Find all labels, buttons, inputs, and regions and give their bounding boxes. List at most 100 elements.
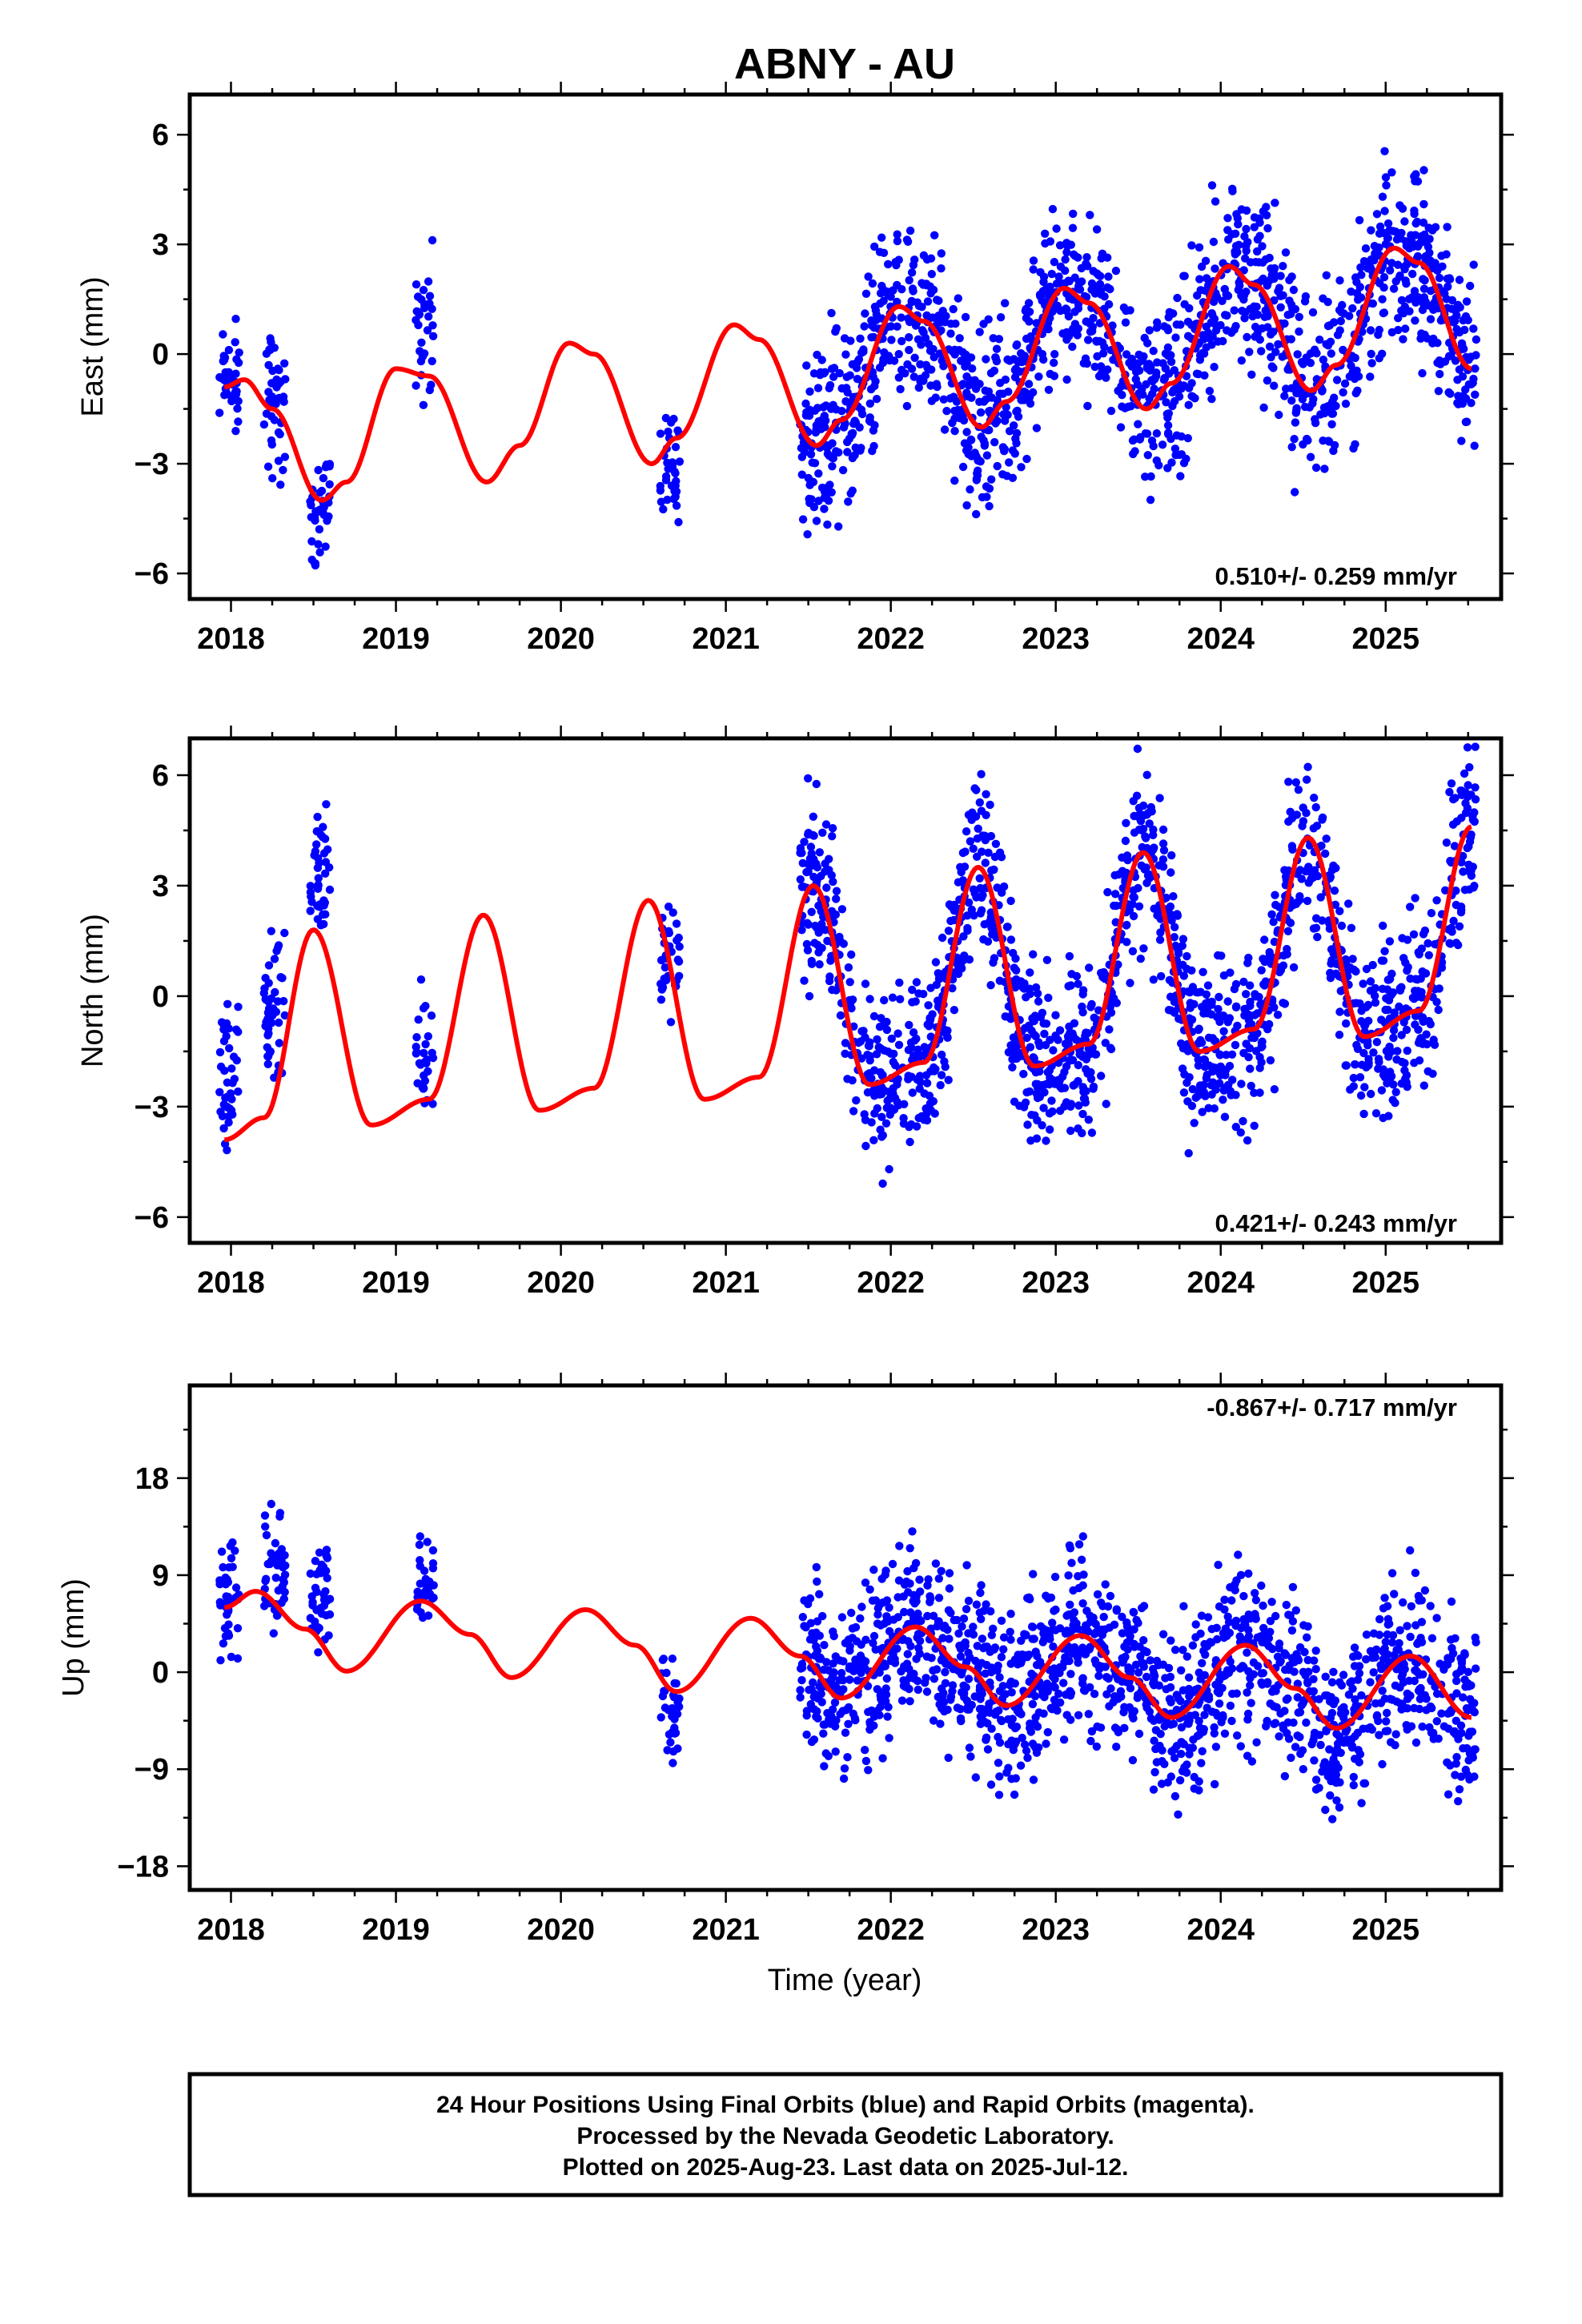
east-point <box>1459 392 1468 400</box>
east-point <box>1195 275 1204 283</box>
east-point <box>1471 364 1480 373</box>
up-point <box>1178 1686 1188 1695</box>
north-point <box>1042 955 1052 965</box>
north-point <box>1134 825 1144 834</box>
east-point <box>234 396 243 406</box>
north-point <box>223 1078 232 1088</box>
north-point <box>1222 1065 1231 1075</box>
up-point <box>875 1600 885 1609</box>
up-point <box>1093 1590 1102 1599</box>
north-point <box>887 1034 897 1043</box>
east-point <box>927 270 937 279</box>
up-point <box>673 1710 682 1719</box>
east-point <box>428 235 437 245</box>
east-point <box>1419 293 1429 302</box>
east-point <box>910 255 919 264</box>
up-point <box>837 1669 846 1678</box>
up-point <box>1170 1646 1180 1655</box>
north-point <box>981 858 990 867</box>
east-point <box>865 399 875 408</box>
east-point <box>825 384 834 392</box>
north-point <box>1414 1025 1423 1035</box>
up-point <box>1266 1699 1275 1708</box>
east-point <box>1299 440 1307 449</box>
north-panel: 2018 2019 2020 2021 2022 2023 2024 2025−6−3036N… <box>76 726 1514 1300</box>
up-point <box>271 1574 280 1582</box>
north-point <box>421 1039 430 1049</box>
north-point <box>1255 1088 1264 1097</box>
north-point <box>1449 916 1458 926</box>
north-rate-label: 0.421+/- 0.243 mm/yr <box>1215 1209 1457 1237</box>
east-point <box>1024 380 1034 388</box>
up-point <box>1387 1569 1397 1578</box>
east-point <box>1389 284 1399 293</box>
up-point <box>1064 1571 1073 1580</box>
east-point <box>1263 312 1272 320</box>
north-point <box>859 1027 868 1035</box>
east-point <box>838 465 848 475</box>
east-point <box>669 494 678 504</box>
east-point <box>1050 258 1059 267</box>
east-rate-label: 0.510+/- 0.259 mm/yr <box>1215 562 1457 590</box>
east-point <box>1399 309 1408 318</box>
east-point <box>1172 431 1182 440</box>
north-point <box>219 1124 228 1133</box>
east-point <box>805 476 815 485</box>
east-point <box>910 353 919 362</box>
east-point <box>1158 440 1167 449</box>
east-point <box>1267 271 1277 279</box>
east-point <box>1472 335 1481 344</box>
east-point <box>1281 248 1291 257</box>
north-point <box>675 942 684 951</box>
up-point <box>802 1730 811 1739</box>
east-point <box>942 407 951 416</box>
east-point <box>1348 368 1357 376</box>
up-point <box>796 1686 805 1695</box>
up-point <box>1196 1629 1205 1638</box>
up-point <box>1031 1647 1040 1656</box>
north-data <box>215 742 1480 1188</box>
north-point <box>1418 967 1427 976</box>
north-point <box>1356 1091 1366 1100</box>
up-point <box>1146 1714 1156 1723</box>
east-point <box>672 501 681 510</box>
east-point <box>820 505 829 513</box>
north-point <box>1042 1019 1051 1028</box>
north-point <box>1255 992 1263 1002</box>
up-point <box>820 1762 829 1771</box>
north-point <box>1359 1048 1368 1058</box>
east-point <box>907 268 917 277</box>
east-point <box>1336 316 1346 326</box>
east-point <box>1086 211 1094 219</box>
north-point <box>821 820 831 829</box>
north-y-axis-label: North (mm) <box>76 914 110 1068</box>
east-point <box>1410 287 1419 296</box>
up-point <box>1411 1666 1419 1675</box>
east-point <box>1255 231 1264 240</box>
east-point <box>1205 333 1214 342</box>
up-point <box>428 1559 438 1568</box>
north-point <box>986 831 996 841</box>
east-point <box>1375 243 1383 252</box>
east-point <box>909 287 917 296</box>
north-point <box>1170 933 1179 942</box>
north-point <box>973 852 982 862</box>
up-point <box>1066 1715 1075 1724</box>
up-point <box>1243 1715 1252 1724</box>
east-point <box>1061 255 1070 264</box>
north-point <box>1243 959 1252 967</box>
up-point <box>894 1576 904 1585</box>
east-point <box>809 503 819 512</box>
north-point <box>970 911 978 920</box>
up-point <box>835 1675 844 1685</box>
up-point <box>915 1649 924 1659</box>
east-point <box>1327 409 1336 418</box>
up-point <box>1383 1650 1392 1659</box>
north-point <box>960 951 969 960</box>
east-point <box>1116 423 1126 432</box>
north-point <box>1122 818 1130 827</box>
north-point <box>412 1033 421 1042</box>
north-point <box>1375 1058 1383 1067</box>
east-point <box>907 364 917 373</box>
east-point <box>1410 206 1419 215</box>
